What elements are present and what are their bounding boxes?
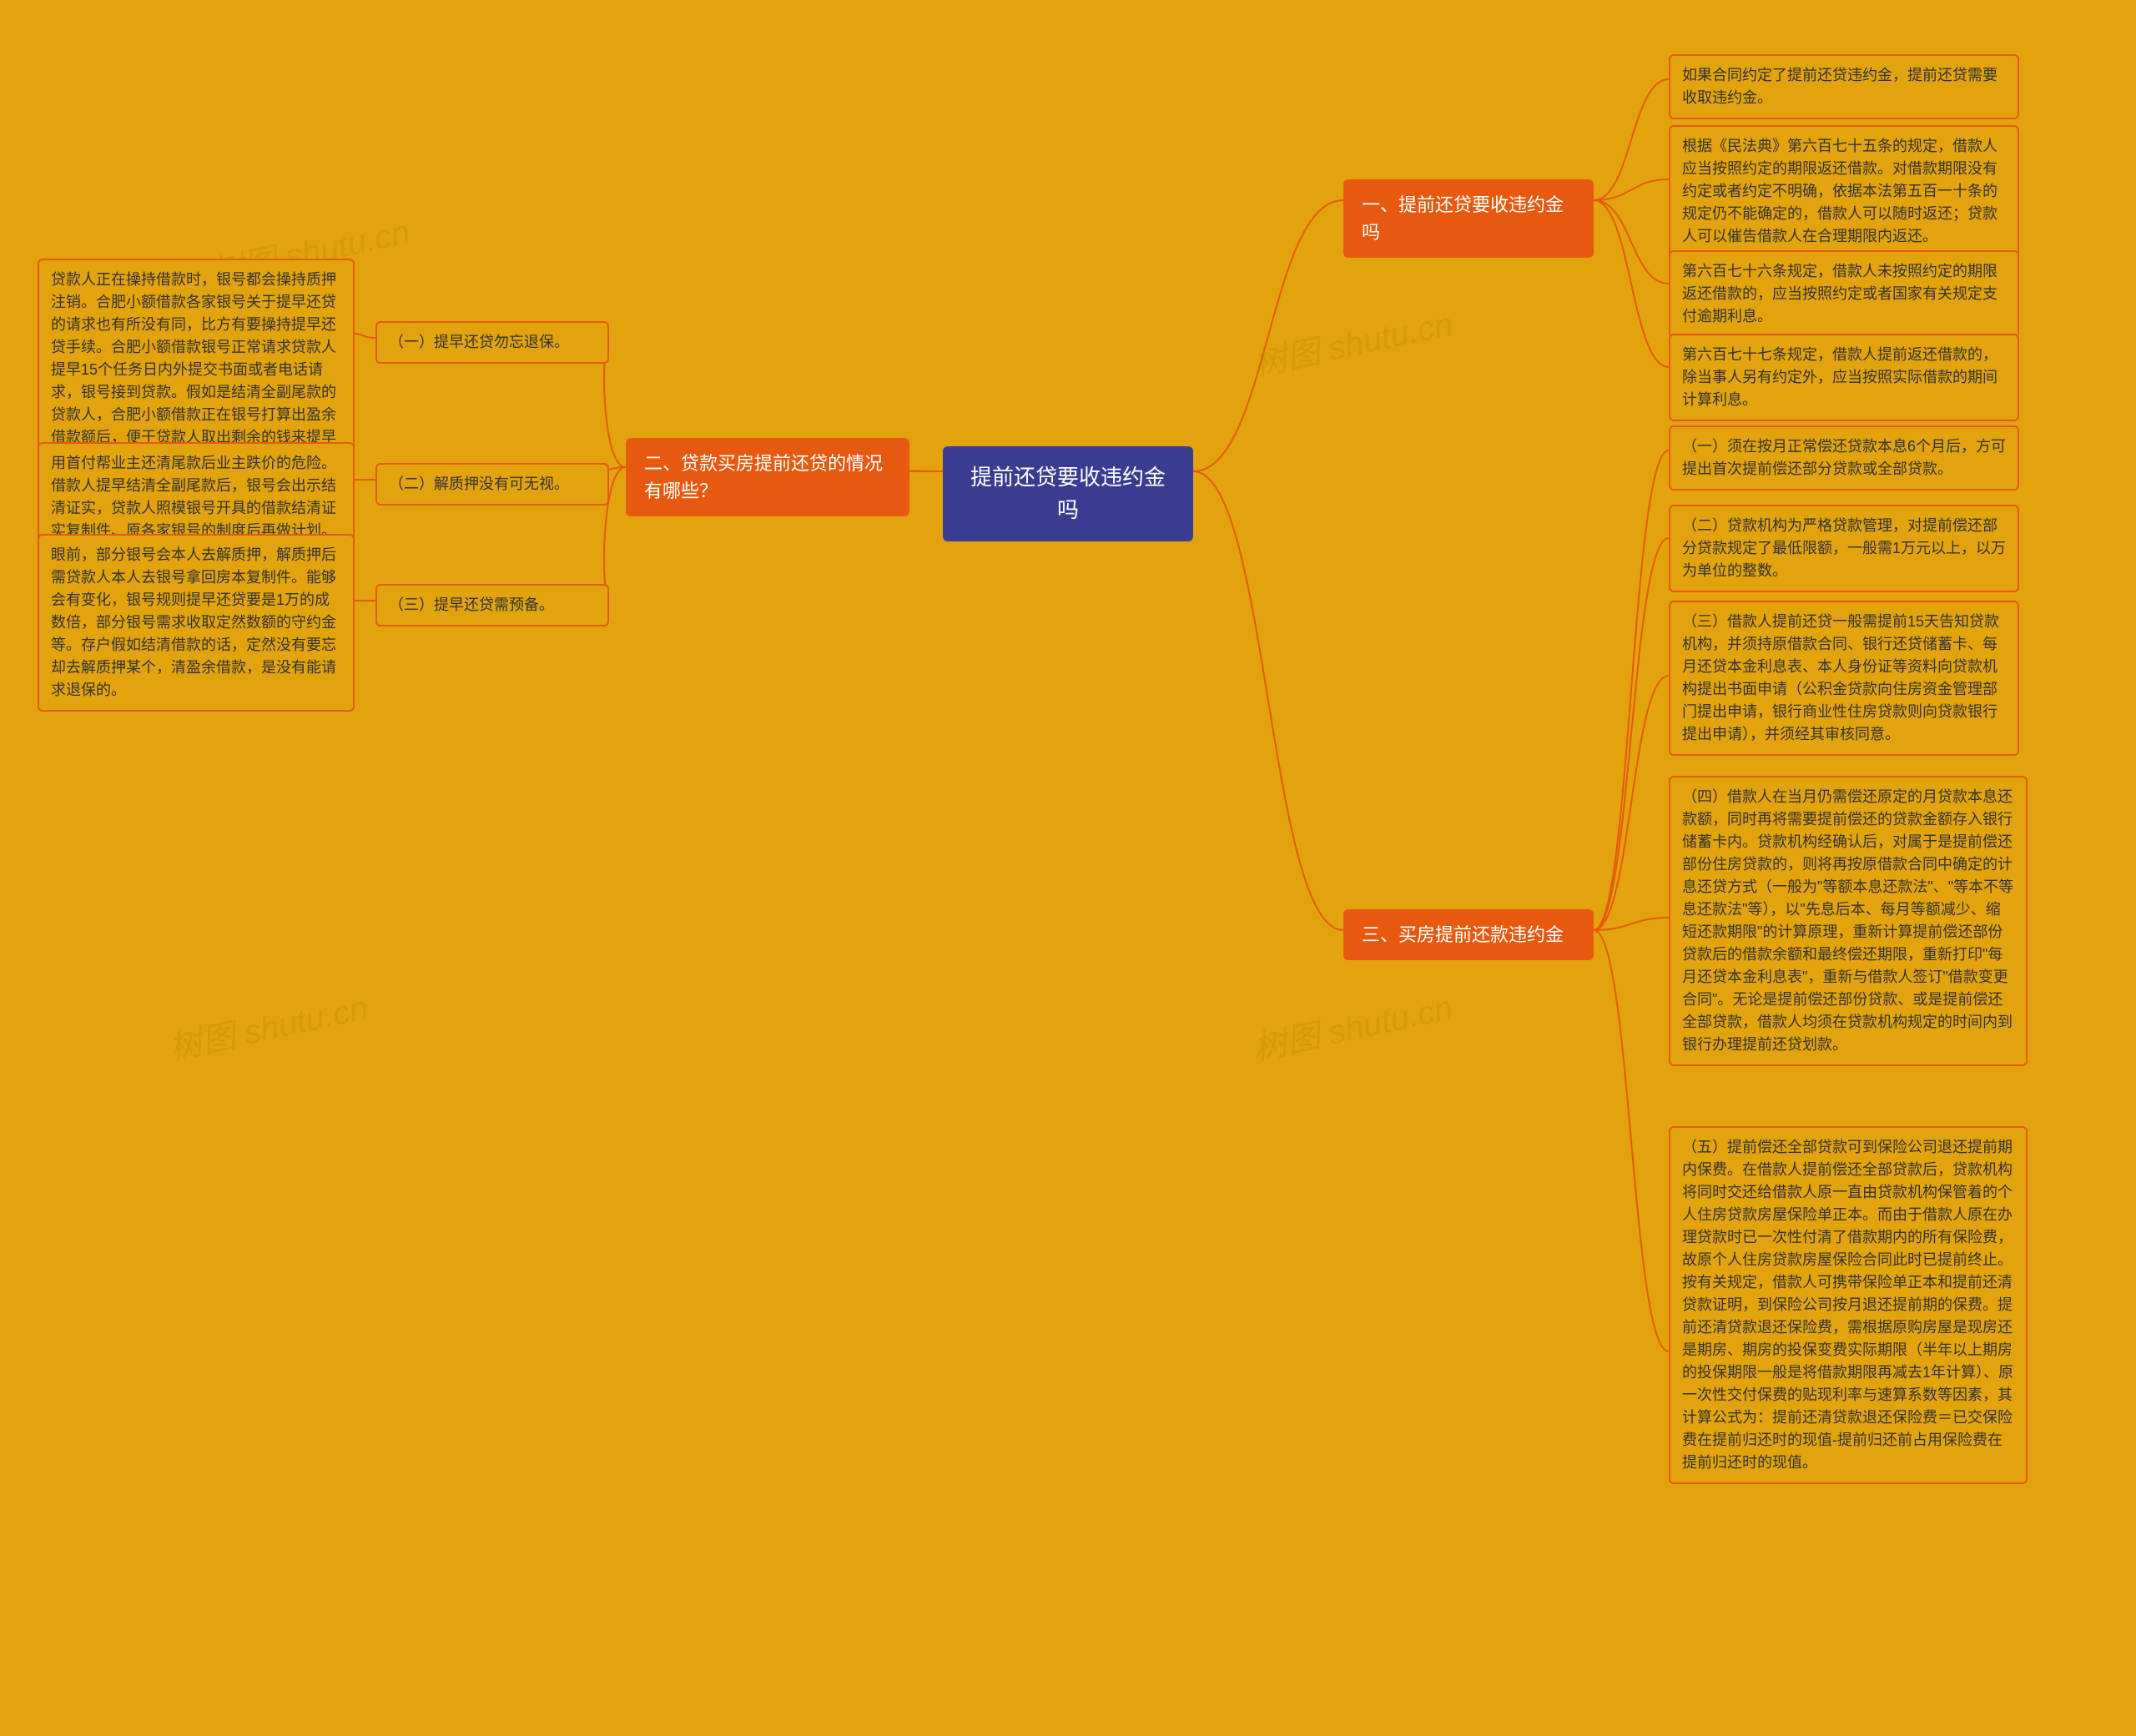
branch-label: 一、提前还贷要收违约金吗	[1362, 194, 1564, 243]
leaf-text: （五）提前偿还全部贷款可到保险公司退还提前期内保费。在借款人提前偿还全部贷款后，…	[1682, 1139, 2013, 1471]
leaf-node[interactable]: （三）借款人提前还贷一般需提前15天告知贷款机构，并须持原借款合同、银行还贷储蓄…	[1669, 601, 2019, 756]
leaf-text: （三）提早还贷需预备。	[389, 596, 554, 613]
branch-label: 三、买房提前还款违约金	[1362, 924, 1564, 945]
leaf-text: （二）解质押没有可无视。	[389, 476, 569, 492]
leaf-detail-text: 眼前，部分银号会本人去解质押，解质押后需贷款人本人去银号拿回房本复制件。能够会有…	[51, 546, 336, 698]
leaf-text: 第六百七十六条规定，借款人未按照约定的期限返还借款的，应当按照约定或者国家有关规…	[1682, 263, 1997, 325]
root-node[interactable]: 提前还贷要收违约金吗	[943, 446, 1193, 541]
watermark: 树图 shutu.cn	[1249, 980, 1457, 1069]
branch-label: 二、贷款买房提前还贷的情况有哪些？	[644, 453, 883, 501]
leaf-node[interactable]: （三）提早还贷需预备。	[375, 584, 609, 626]
leaf-detail-text: 贷款人正在操持借款时，银号都会操持质押注销。合肥小额借款各家银号关于提早还贷的请…	[51, 271, 336, 468]
leaf-node[interactable]: 根据《民法典》第六百七十五条的规定，借款人应当按照约定的期限返还借款。对借款期限…	[1669, 125, 2019, 258]
watermark: 树图 shutu.cn	[1249, 296, 1457, 385]
leaf-node[interactable]: （一）须在按月正常偿还贷款本息6个月后，方可提出首次提前偿还部分贷款或全部贷款。	[1669, 425, 2019, 491]
leaf-node[interactable]: （二）贷款机构为严格贷款管理，对提前偿还部分贷款规定了最低限额，一般需1万元以上…	[1669, 505, 2019, 592]
leaf-detail-node[interactable]: 眼前，部分银号会本人去解质押，解质押后需贷款人本人去银号拿回房本复制件。能够会有…	[38, 534, 355, 712]
leaf-node[interactable]: 如果合同约定了提前还贷违约金，提前还贷需要收取违约金。	[1669, 54, 2019, 119]
leaf-text: 如果合同约定了提前还贷违约金，提前还贷需要收取违约金。	[1682, 67, 1997, 106]
leaf-text: （四）借款人在当月仍需偿还原定的月贷款本息还款额，同时再将需要提前偿还的贷款金额…	[1682, 788, 2013, 1053]
leaf-text: （三）借款人提前还贷一般需提前15天告知贷款机构，并须持原借款合同、银行还贷储蓄…	[1682, 613, 1999, 742]
leaf-text: 根据《民法典》第六百七十五条的规定，借款人应当按照约定的期限返还借款。对借款期限…	[1682, 138, 1997, 244]
leaf-text: （二）贷款机构为严格贷款管理，对提前偿还部分贷款规定了最低限额，一般需1万元以上…	[1682, 517, 2006, 579]
leaf-text: （一）须在按月正常偿还贷款本息6个月后，方可提出首次提前偿还部分贷款或全部贷款。	[1682, 438, 2006, 477]
branch-node-2[interactable]: 二、贷款买房提前还贷的情况有哪些？	[626, 438, 909, 516]
branch-node-3[interactable]: 三、买房提前还款违约金	[1343, 909, 1594, 960]
leaf-node[interactable]: 第六百七十六条规定，借款人未按照约定的期限返还借款的，应当按照约定或者国家有关规…	[1669, 250, 2019, 338]
leaf-node[interactable]: （二）解质押没有可无视。	[375, 463, 609, 506]
leaf-node[interactable]: （一）提早还贷勿忘退保。	[375, 321, 609, 364]
leaf-text: 第六百七十七条规定，借款人提前返还借款的，除当事人另有约定外，应当按照实际借款的…	[1682, 346, 1997, 408]
leaf-node[interactable]: 第六百七十七条规定，借款人提前返还借款的，除当事人另有约定外，应当按照实际借款的…	[1669, 334, 2019, 421]
leaf-node[interactable]: （四）借款人在当月仍需偿还原定的月贷款本息还款额，同时再将需要提前偿还的贷款金额…	[1669, 776, 2028, 1066]
leaf-detail-text: 用首付帮业主还清尾款后业主跌价的危险。借款人提早结清全副尾款后，银号会出示结清证…	[51, 455, 336, 539]
branch-node-1[interactable]: 一、提前还贷要收违约金吗	[1343, 179, 1594, 258]
root-label: 提前还贷要收违约金吗	[970, 465, 1166, 522]
watermark: 树图 shutu.cn	[164, 980, 372, 1069]
leaf-text: （一）提早还贷勿忘退保。	[389, 334, 569, 350]
leaf-node[interactable]: （五）提前偿还全部贷款可到保险公司退还提前期内保费。在借款人提前偿还全部贷款后，…	[1669, 1126, 2028, 1484]
